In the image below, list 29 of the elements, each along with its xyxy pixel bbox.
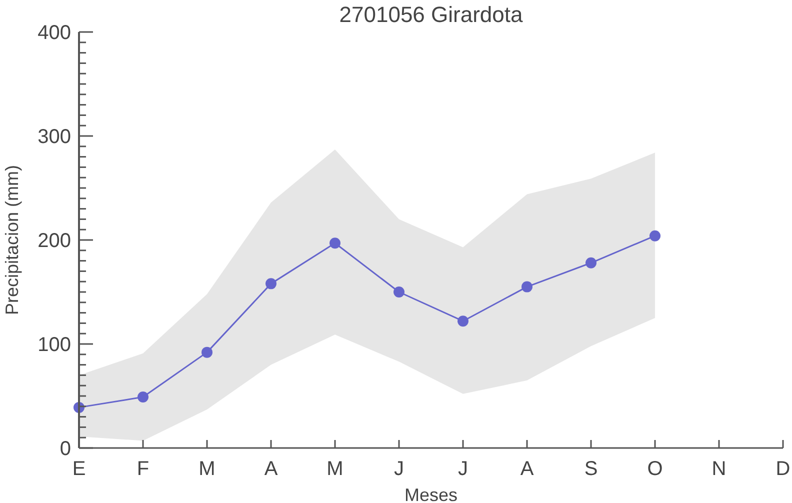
chart-title: 2701056 Girardota	[339, 2, 524, 27]
point	[202, 346, 212, 358]
y-tick-label: 200	[38, 230, 71, 252]
x-tick-label: M	[198, 458, 216, 480]
y-tick-label: 100	[38, 334, 71, 356]
x-tick-label: S	[584, 458, 598, 480]
x-tick-label: A	[520, 458, 534, 480]
point	[394, 286, 404, 298]
point	[650, 230, 660, 242]
x-tick-label: J	[394, 458, 404, 480]
point	[330, 238, 340, 249]
x-tick-label: A	[264, 458, 278, 480]
point	[522, 281, 532, 292]
x-tick-label: E	[72, 458, 86, 480]
x-tick-label: N	[712, 458, 726, 480]
x-tick-label: F	[136, 458, 150, 480]
x-tick-label: O	[647, 458, 663, 480]
x-tick-label: D	[776, 458, 790, 480]
point	[266, 278, 276, 290]
x-axis-title: Meses	[404, 485, 458, 503]
x-tick-label: J	[458, 458, 468, 480]
x-tick-label: M	[326, 458, 344, 480]
point	[138, 392, 148, 403]
y-tick-label: 400	[38, 22, 71, 44]
y-tick-label: 0	[60, 438, 71, 460]
y-tick-label: 300	[38, 126, 71, 148]
point	[586, 257, 596, 268]
y-axis-title: Precipitacion (mm)	[2, 164, 22, 316]
point	[458, 316, 468, 327]
